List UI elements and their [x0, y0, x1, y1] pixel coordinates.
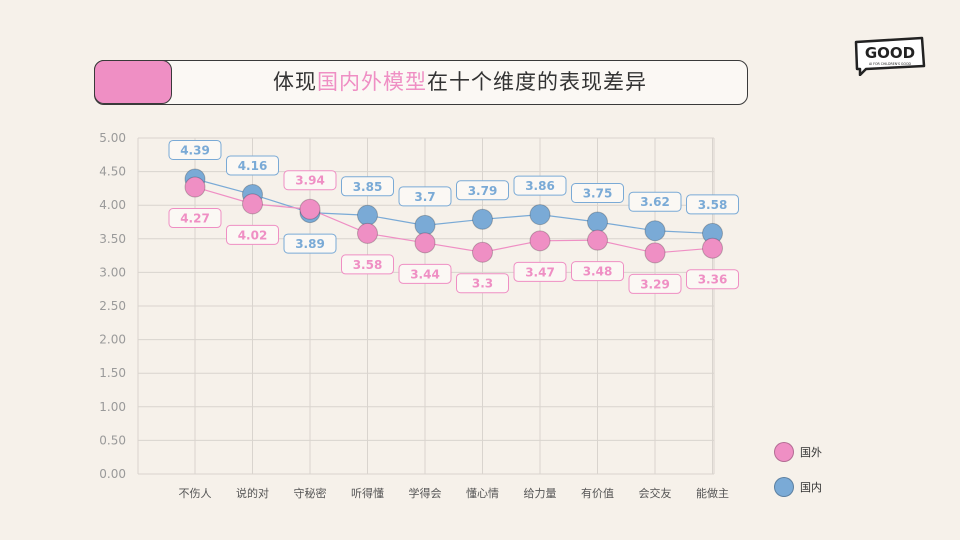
y-tick-label: 2.50	[99, 299, 126, 313]
data-label-foreign: 4.27	[180, 212, 210, 226]
data-label-domestic-box	[513, 175, 567, 196]
data-point-foreign	[299, 198, 321, 220]
data-label-foreign-box	[686, 269, 739, 290]
x-tick-label: 说的对	[236, 486, 269, 500]
data-label-domestic: 3.62	[640, 195, 670, 209]
title-prefix: 体现	[273, 70, 317, 94]
data-label-foreign-box	[456, 273, 509, 294]
data-label-foreign-box	[226, 224, 279, 245]
data-label-domestic-box	[168, 139, 222, 160]
y-tick-label: 3.50	[99, 232, 126, 246]
data-label-domestic-box	[571, 183, 624, 203]
logo-text: GOOD	[865, 44, 915, 62]
data-point-foreign	[587, 229, 608, 251]
y-tick-label: 0.00	[99, 467, 126, 481]
data-point-foreign	[414, 232, 436, 254]
y-tick-label: 1.50	[99, 366, 126, 380]
data-label-foreign: 3.36	[698, 273, 728, 287]
title-bar: 体现国内外模型在十个维度的表现差异	[94, 60, 748, 105]
legend-label-foreign: 国外	[800, 446, 822, 459]
data-label-foreign-box	[341, 254, 394, 275]
x-tick-label: 听得懂	[351, 487, 384, 500]
data-label-foreign: 3.44	[410, 267, 440, 281]
title-accent-block	[94, 60, 172, 104]
data-point-domestic	[357, 204, 378, 226]
data-label-domestic: 3.58	[698, 198, 728, 212]
data-label-domestic-box	[341, 176, 394, 197]
data-label-foreign-box	[628, 273, 682, 294]
data-point-foreign	[472, 241, 493, 263]
x-tick-label: 学得会	[409, 486, 442, 500]
data-label-foreign-box	[398, 263, 452, 284]
y-tick-label: 2.00	[99, 333, 126, 347]
legend-item-domestic: 国内	[774, 477, 822, 497]
page-title: 体现国内外模型在十个维度的表现差异	[173, 61, 747, 103]
data-label-domestic-box	[628, 191, 682, 212]
y-tick-label: 3.00	[99, 265, 126, 279]
x-tick-label: 不伤人	[179, 487, 212, 500]
data-label-domestic: 3.86	[525, 179, 555, 193]
data-label-foreign: 3.29	[640, 277, 670, 291]
y-tick-label: 4.50	[99, 165, 126, 179]
data-point-foreign	[357, 222, 378, 244]
data-label-domestic: 3.85	[353, 180, 383, 194]
data-label-domestic: 3.75	[583, 187, 613, 201]
legend-swatch-foreign	[774, 442, 794, 462]
data-label-foreign: 4.02	[238, 228, 268, 242]
data-label-domestic: 4.16	[238, 159, 268, 173]
legend-item-foreign: 国外	[774, 442, 822, 462]
data-label-domestic: 3.79	[468, 184, 498, 198]
data-label-foreign-box	[283, 170, 337, 191]
data-label-foreign-box	[571, 261, 624, 282]
data-label-foreign: 3.94	[295, 174, 325, 188]
y-tick-label: 1.00	[99, 400, 126, 414]
data-label-foreign: 3.47	[525, 265, 555, 279]
series-line-foreign	[194, 186, 713, 254]
data-label-domestic: 3.7	[414, 190, 435, 204]
data-point-domestic	[529, 204, 551, 226]
x-tick-label: 守秘密	[294, 486, 327, 500]
x-tick-label: 有价值	[581, 486, 614, 500]
data-label-foreign: 3.48	[583, 265, 613, 279]
data-label-foreign-box	[168, 208, 222, 229]
data-label-domestic-box	[398, 186, 452, 207]
data-label-domestic-box	[686, 194, 739, 215]
data-label-domestic: 4.39	[180, 143, 210, 157]
legend-label-domestic: 国内	[800, 481, 822, 494]
series-line-domestic	[194, 178, 713, 235]
x-tick-label: 懂心情	[466, 487, 499, 500]
x-tick-label: 给力量	[524, 487, 557, 500]
title-highlight: 国内外模型	[317, 70, 427, 94]
y-tick-label: 5.00	[99, 131, 126, 145]
logo-subtext: AI FOR CHILDREN'S GOOD	[869, 62, 912, 66]
data-label-domestic: 3.89	[295, 237, 325, 251]
title-suffix: 在十个维度的表现差异	[427, 70, 647, 94]
data-label-domestic-box	[456, 180, 509, 201]
data-point-foreign	[184, 176, 206, 198]
y-tick-label: 0.50	[99, 433, 126, 447]
x-tick-label: 会交友	[639, 486, 672, 500]
good-logo: GOOD AI FOR CHILDREN'S GOOD	[854, 36, 926, 76]
legend-swatch-domestic	[774, 477, 794, 497]
data-point-foreign	[529, 230, 551, 252]
data-point-foreign	[242, 193, 263, 215]
y-tick-label: 4.00	[99, 198, 126, 212]
x-tick-label: 能做主	[696, 486, 729, 500]
data-label-domestic-box	[226, 155, 279, 176]
data-point-domestic	[644, 220, 666, 242]
data-point-domestic	[472, 208, 493, 230]
data-point-foreign	[644, 242, 666, 264]
data-label-domestic-box	[283, 233, 337, 254]
data-label-foreign: 3.3	[472, 277, 493, 291]
data-point-foreign	[702, 237, 723, 259]
data-point-domestic	[587, 211, 608, 233]
data-label-foreign-box	[513, 261, 567, 282]
data-label-foreign: 3.58	[353, 258, 383, 272]
